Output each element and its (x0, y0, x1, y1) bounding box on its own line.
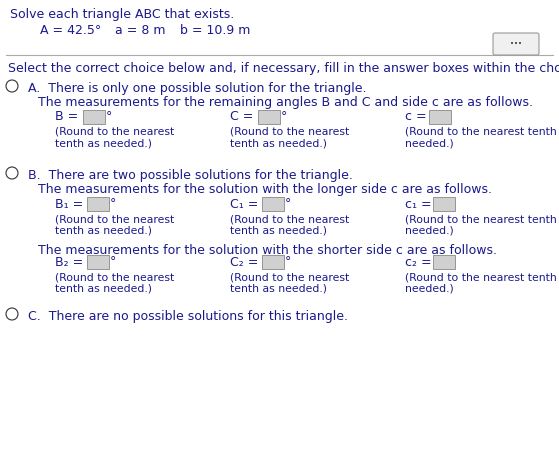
Text: (Round to the nearest
tenth as needed.): (Round to the nearest tenth as needed.) (230, 214, 349, 235)
Text: B =: B = (55, 111, 82, 123)
Text: Solve each triangle ABC that exists.: Solve each triangle ABC that exists. (10, 8, 234, 21)
Text: (Round to the nearest
tenth as needed.): (Round to the nearest tenth as needed.) (55, 272, 174, 294)
Text: C =: C = (230, 111, 257, 123)
Text: •••: ••• (510, 41, 522, 47)
Text: °: ° (106, 111, 112, 123)
Text: (Round to the nearest
tenth as needed.): (Round to the nearest tenth as needed.) (55, 127, 174, 149)
Text: c =: c = (405, 111, 430, 123)
Text: (Round to the nearest tenth as
needed.): (Round to the nearest tenth as needed.) (405, 127, 559, 149)
Text: The measurements for the remaining angles B and C and side c are as follows.: The measurements for the remaining angle… (38, 96, 533, 109)
Text: B.  There are two possible solutions for the triangle.: B. There are two possible solutions for … (28, 169, 353, 182)
Text: °: ° (285, 198, 291, 211)
Text: c₂ =: c₂ = (405, 255, 435, 269)
Text: C.  There are no possible solutions for this triangle.: C. There are no possible solutions for t… (28, 310, 348, 323)
Text: The measurements for the solution with the shorter side c are as follows.: The measurements for the solution with t… (38, 244, 497, 257)
Text: C₁ =: C₁ = (230, 198, 262, 211)
Text: Select the correct choice below and, if necessary, fill in the answer boxes with: Select the correct choice below and, if … (8, 62, 559, 75)
Text: c₁ =: c₁ = (405, 198, 435, 211)
Text: A = 42.5°: A = 42.5° (40, 24, 101, 37)
Text: B₁ =: B₁ = (55, 198, 87, 211)
Text: The measurements for the solution with the longer side c are as follows.: The measurements for the solution with t… (38, 183, 492, 196)
Text: (Round to the nearest tenth as
needed.): (Round to the nearest tenth as needed.) (405, 214, 559, 235)
Text: C₂ =: C₂ = (230, 255, 262, 269)
FancyBboxPatch shape (87, 197, 109, 211)
Text: (Round to the nearest
tenth as needed.): (Round to the nearest tenth as needed.) (55, 214, 174, 235)
FancyBboxPatch shape (83, 110, 105, 124)
Text: °: ° (110, 255, 116, 269)
FancyBboxPatch shape (87, 255, 109, 269)
FancyBboxPatch shape (258, 110, 280, 124)
Text: A.  There is only one possible solution for the triangle.: A. There is only one possible solution f… (28, 82, 367, 95)
Text: (Round to the nearest
tenth as needed.): (Round to the nearest tenth as needed.) (230, 272, 349, 294)
FancyBboxPatch shape (433, 255, 455, 269)
FancyBboxPatch shape (262, 197, 284, 211)
Text: B₂ =: B₂ = (55, 255, 87, 269)
Text: °: ° (281, 111, 287, 123)
FancyBboxPatch shape (262, 255, 284, 269)
Text: (Round to the nearest
tenth as needed.): (Round to the nearest tenth as needed.) (230, 127, 349, 149)
FancyBboxPatch shape (429, 110, 451, 124)
FancyBboxPatch shape (493, 33, 539, 55)
Text: (Round to the nearest tenth as
needed.): (Round to the nearest tenth as needed.) (405, 272, 559, 294)
FancyBboxPatch shape (433, 197, 455, 211)
Text: a = 8 m: a = 8 m (115, 24, 165, 37)
Text: °: ° (110, 198, 116, 211)
Text: °: ° (285, 255, 291, 269)
Text: b = 10.9 m: b = 10.9 m (180, 24, 250, 37)
